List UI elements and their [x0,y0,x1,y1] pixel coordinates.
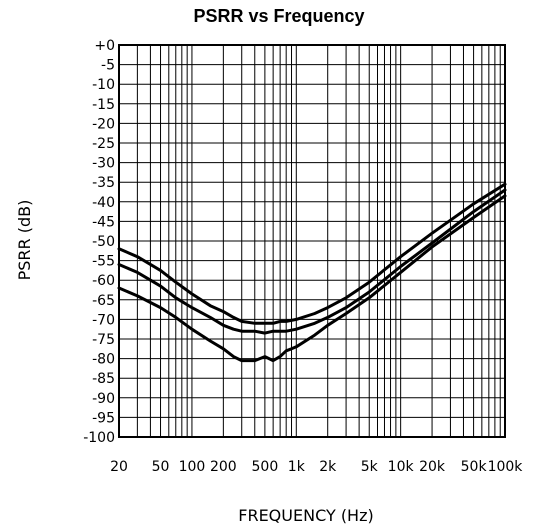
x-tick-label: 50 [152,459,170,475]
y-tick-label: -5 [101,58,115,74]
x-tick-label: 10k [388,459,415,475]
series-group [117,182,507,363]
x-tick-labels: 20 50 100 200 500 1k 2k 5k 10k 20k 50k 100k [110,459,523,475]
x-tick-label: 2k [319,459,337,475]
series-line-3 [117,194,507,363]
y-tick-label: -15 [92,97,115,113]
y-tick-label: -60 [92,273,115,289]
y-tick-label: -90 [92,391,115,407]
y-tick-label: -45 [92,214,115,230]
y-tick-label: -80 [92,352,115,368]
y-tick-label: -50 [92,234,115,250]
x-tick-label: 20 [110,459,128,475]
y-tick-label: -10 [92,77,115,93]
y-tick-label: -30 [92,156,115,172]
y-tick-label: +0 [94,38,115,54]
series-line-2 [117,188,507,335]
y-axis-label: PSRR (dB) [15,200,34,281]
y-tick-label: -65 [92,293,115,309]
x-tick-label: 500 [252,459,279,475]
y-tick-label: -35 [92,175,115,191]
x-tick-label: 100 [179,459,206,475]
y-tick-label: -75 [92,332,115,348]
y-tick-label: -25 [92,136,115,152]
y-tick-label: -100 [83,430,115,446]
x-axis-label: FREQUENCY (Hz) [238,506,373,525]
x-tick-label: 5k [361,459,379,475]
y-tick-label: -20 [92,116,115,132]
x-tick-label: 1k [288,459,306,475]
x-tick-label: 200 [210,459,237,475]
x-tick-label: 50k [461,459,488,475]
chart-title: PSRR vs Frequency [193,6,364,26]
y-tick-label: -95 [92,410,115,426]
x-tick-label: 20k [419,459,446,475]
y-tick-label: -40 [92,195,115,211]
y-tick-label: -55 [92,254,115,270]
y-tick-label: -85 [92,371,115,387]
x-tick-label: 100k [488,459,524,475]
y-tick-labels: +0 -5 -10 -15 -20 -25 -30 -35 -40 -45 -50 -55 -60 -65… [83,38,115,446]
grid [118,44,506,438]
plot-frame [118,44,506,438]
y-tick-label: -70 [92,312,115,328]
series-line-1 [117,182,507,325]
